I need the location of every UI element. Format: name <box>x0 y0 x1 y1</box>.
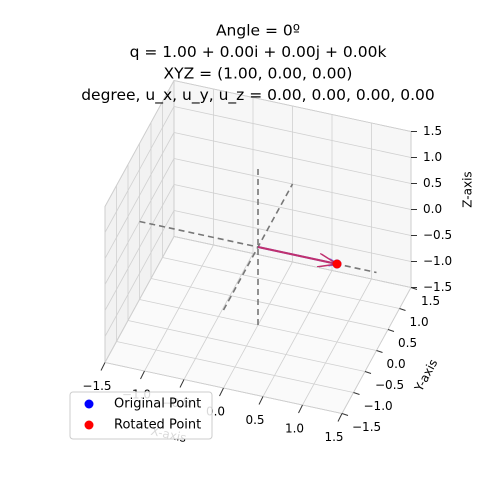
chart-title: Angle = 0º <box>216 22 300 40</box>
z-tick-label: −1.5 <box>423 280 452 294</box>
y-tick-label: −0.5 <box>375 378 404 392</box>
y-tick <box>376 350 383 353</box>
grid-line <box>104 106 175 233</box>
x-tick <box>258 396 264 405</box>
y-tick-label: 1.5 <box>421 294 440 308</box>
x-tick <box>298 404 303 414</box>
legend-marker <box>84 399 94 409</box>
z-tick-label: −0.5 <box>423 228 452 242</box>
grid-line <box>150 278 389 330</box>
grid-line <box>104 210 175 337</box>
chart-title: XYZ = (1.00, 0.00, 0.00) <box>164 65 353 83</box>
grid-line <box>162 257 400 309</box>
x-tick-label: 0.5 <box>245 413 264 427</box>
z-tick-label: 0.5 <box>423 176 442 190</box>
x-tick <box>337 413 343 422</box>
z-axis-label: Z-axis <box>461 171 475 207</box>
legend-marker <box>84 420 94 430</box>
z-tick-label: 0.0 <box>423 202 442 216</box>
legend-label: Original Point <box>114 397 201 412</box>
y-tick-label: 0.0 <box>387 357 406 371</box>
chart-title: degree, u_x, u_y, u_z = 0.00, 0.00, 0.00… <box>81 86 435 105</box>
vector-arrow <box>257 246 337 264</box>
x-tick <box>140 370 145 380</box>
z-tick-label: 1.5 <box>423 124 442 138</box>
grid-line <box>173 132 412 184</box>
grid-line <box>104 184 175 311</box>
x-tick-label: 1.0 <box>285 422 304 436</box>
y-tick <box>387 329 395 332</box>
y-tick <box>399 308 406 311</box>
grid-line <box>127 320 366 372</box>
chart-title: q = 1.00 + 0.00i + 0.00j + 0.00k <box>130 43 387 61</box>
grid-line <box>173 236 412 288</box>
legend-label: Rotated Point <box>114 418 201 433</box>
y-tick <box>364 371 372 374</box>
y-tick-label: 1.0 <box>410 315 429 329</box>
y-tick-label: −1.0 <box>364 399 393 413</box>
y-tick <box>353 392 360 395</box>
point <box>332 259 342 269</box>
grid-line <box>104 236 175 363</box>
z-tick-label: −1.0 <box>423 254 452 268</box>
x-tick-label: 1.5 <box>324 430 343 444</box>
grid-line <box>104 80 175 207</box>
grid-line <box>173 106 412 158</box>
x-tick <box>179 379 185 388</box>
z-tick-label: 1.0 <box>423 150 442 164</box>
y-axis-label: Y-axis <box>411 357 440 395</box>
y-tick <box>341 413 349 416</box>
x-tick-label: −1.5 <box>82 379 111 393</box>
grid-line <box>104 132 175 259</box>
y-tick-label: −1.5 <box>352 420 381 434</box>
x-tick <box>100 362 106 371</box>
grid-line <box>173 184 412 236</box>
grid-line <box>173 80 412 132</box>
y-tick-label: 0.5 <box>398 336 417 350</box>
grid-line <box>116 341 354 393</box>
grid-line <box>173 210 412 262</box>
legend-box <box>69 391 213 440</box>
x-tick <box>219 387 224 397</box>
